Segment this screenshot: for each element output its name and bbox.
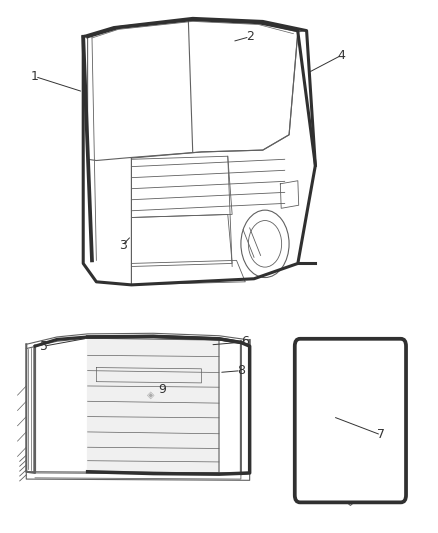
Text: 3: 3 [119,239,127,252]
Text: ◈: ◈ [147,390,155,400]
Text: 2: 2 [246,30,254,43]
Text: 9: 9 [158,383,166,395]
Text: 1: 1 [31,70,39,83]
Text: 5: 5 [40,340,48,353]
Text: 6: 6 [241,335,249,349]
Polygon shape [88,338,219,473]
Text: 7: 7 [377,429,385,441]
Text: 4: 4 [338,49,346,62]
Text: 8: 8 [237,364,245,377]
FancyBboxPatch shape [295,339,406,503]
